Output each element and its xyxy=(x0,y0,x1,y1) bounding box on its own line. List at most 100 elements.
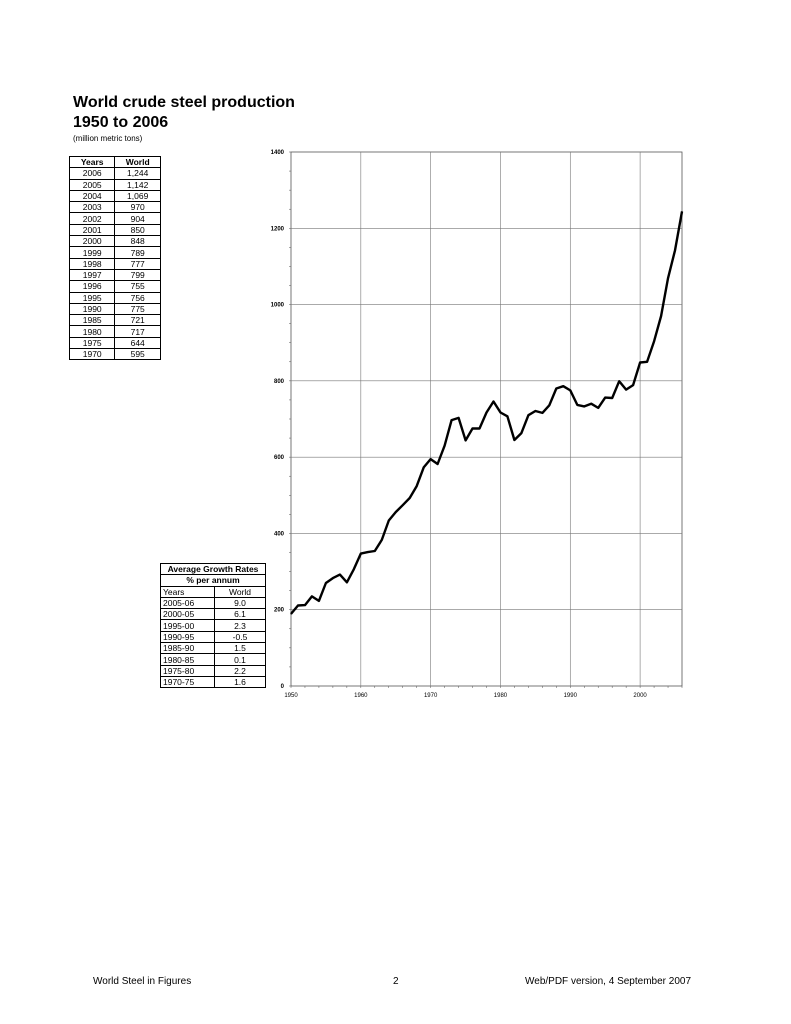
units-note: (million metric tons) xyxy=(73,134,143,143)
world-cell: 970 xyxy=(114,201,161,214)
production-row: 1999 789 xyxy=(68,246,161,259)
data-point xyxy=(639,361,641,364)
production-row: 2006 1,244 xyxy=(68,167,161,180)
data-point xyxy=(450,419,453,421)
growth-row: 2000-05 6.1 xyxy=(160,608,266,621)
production-row: 1996 755 xyxy=(68,280,161,293)
years-cell: 1995-00 xyxy=(160,619,215,632)
x-tick-label: 1960 xyxy=(354,693,368,699)
data-point xyxy=(653,340,655,342)
world-cell: 756 xyxy=(114,291,161,304)
years-cell: 1985-90 xyxy=(160,642,215,655)
production-table-body: 2006 1,244 2005 1,142 2004 1,069 2003 970 2002 90… xyxy=(68,167,161,361)
production-row: 1997 799 xyxy=(68,268,161,282)
data-point xyxy=(318,600,320,602)
production-header-years: Years xyxy=(68,155,116,169)
data-point xyxy=(464,439,467,441)
growth-row: 1985-90 1.5 xyxy=(160,642,266,655)
growth-row: 1980-85 0.1 xyxy=(160,653,266,666)
x-tick-label: 1970 xyxy=(424,693,438,699)
years-cell: 1990-95 xyxy=(160,630,215,644)
data-point xyxy=(353,568,355,570)
growth-header-world: World xyxy=(214,585,266,598)
data-point xyxy=(513,439,516,441)
y-tick-label: 1200 xyxy=(271,226,285,232)
x-tick-label: 1980 xyxy=(494,693,508,699)
data-point xyxy=(625,389,627,391)
world-cell: 595 xyxy=(114,348,161,361)
years-cell: 1995 xyxy=(68,291,116,304)
x-tick-label: 1990 xyxy=(564,693,578,699)
data-point xyxy=(297,604,299,607)
production-row: 1990 775 xyxy=(68,302,161,316)
y-tick-label: 200 xyxy=(274,608,285,614)
world-cell: 1.5 xyxy=(214,642,266,655)
production-row: 1995 756 xyxy=(68,291,161,304)
data-point xyxy=(520,432,523,434)
data-point xyxy=(367,551,369,553)
production-row: 1975 644 xyxy=(68,336,161,350)
data-point xyxy=(597,407,599,409)
x-tick-label: 1950 xyxy=(284,693,298,699)
world-cell: 1.6 xyxy=(214,675,266,689)
data-point xyxy=(374,550,376,552)
production-row: 2001 850 xyxy=(68,223,161,237)
data-point xyxy=(346,581,348,583)
years-cell: 2004 xyxy=(68,189,116,203)
production-row: 1970 595 xyxy=(68,348,161,361)
years-cell: 1998 xyxy=(68,257,116,270)
production-row: 2000 848 xyxy=(68,235,161,248)
years-cell: 2005 xyxy=(68,178,116,191)
y-tick-label: 600 xyxy=(274,455,285,461)
data-point xyxy=(471,427,474,430)
data-point xyxy=(506,415,509,417)
world-cell: 848 xyxy=(114,235,161,248)
years-cell: 1975 xyxy=(68,336,116,350)
years-cell: 1970-75 xyxy=(160,675,215,689)
data-point xyxy=(534,410,536,412)
data-point xyxy=(332,577,334,579)
data-point xyxy=(478,427,481,430)
years-cell: 1996 xyxy=(68,280,116,293)
years-cell: 1997 xyxy=(68,268,116,282)
world-cell: 789 xyxy=(114,246,161,259)
production-row: 1998 777 xyxy=(68,257,161,270)
growth-rates-table: Average Growth Rates % per annum Years W… xyxy=(160,562,266,689)
production-row: 2005 1,142 xyxy=(68,178,161,191)
data-point xyxy=(632,384,634,386)
data-point xyxy=(646,361,648,363)
data-point xyxy=(290,613,292,615)
data-point xyxy=(325,582,327,584)
data-point xyxy=(339,574,341,576)
growth-row: 1970-75 1.6 xyxy=(160,675,266,689)
world-cell: 644 xyxy=(114,336,161,350)
years-cell: 1990 xyxy=(68,302,116,316)
footer-left: World Steel in Figures xyxy=(93,976,192,987)
production-header-world: World xyxy=(114,155,161,169)
world-cell: 850 xyxy=(114,223,161,237)
data-point xyxy=(311,595,313,597)
data-point xyxy=(381,539,383,541)
data-point xyxy=(555,387,557,390)
footer-right: Web/PDF version, 4 September 2007 xyxy=(525,976,692,987)
data-point xyxy=(409,497,411,499)
growth-row: 1995-00 2.3 xyxy=(160,619,266,632)
data-point xyxy=(618,380,620,382)
years-cell: 1985 xyxy=(68,314,116,327)
production-row: 1985 721 xyxy=(68,314,161,327)
data-point xyxy=(569,389,571,391)
years-cell: 1980 xyxy=(68,325,116,338)
page-number: 2 xyxy=(393,976,399,987)
production-row: 2004 1,069 xyxy=(68,189,161,203)
production-row: 2003 970 xyxy=(68,201,161,214)
world-cell: 0.1 xyxy=(214,653,266,666)
y-tick-label: 800 xyxy=(274,379,285,385)
data-point xyxy=(527,414,529,416)
plot-frame xyxy=(290,151,683,687)
world-cell: 755 xyxy=(114,280,161,293)
world-cell: 2.3 xyxy=(214,619,266,632)
growth-row: 1990-95 -0.5 xyxy=(160,630,266,644)
world-cell: 799 xyxy=(114,268,161,282)
data-point xyxy=(562,385,564,387)
data-point xyxy=(360,553,362,555)
